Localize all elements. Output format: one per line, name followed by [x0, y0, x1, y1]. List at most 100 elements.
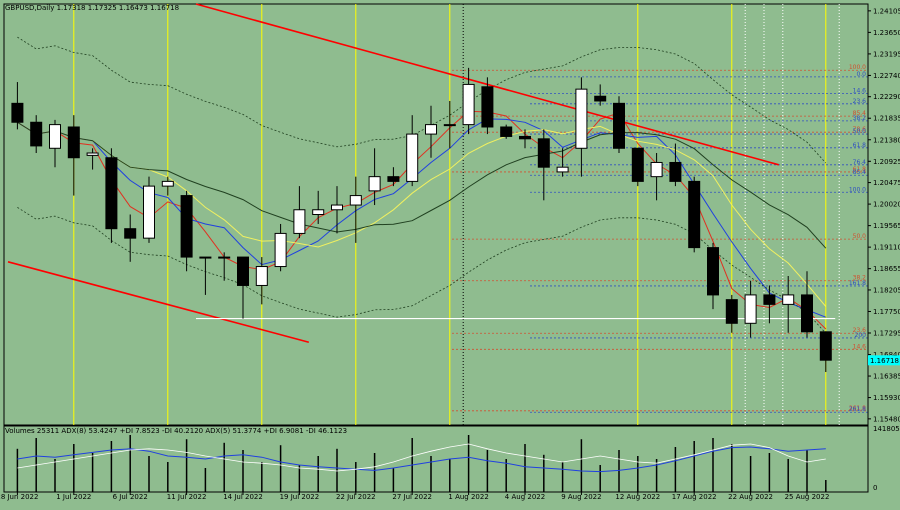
- candle[interactable]: [519, 129, 531, 149]
- candle-body: [368, 176, 381, 192]
- fib-level-label-blue: 23.6: [853, 98, 867, 105]
- candle[interactable]: [30, 115, 43, 154]
- candle[interactable]: [274, 223, 287, 272]
- candle[interactable]: [744, 280, 757, 338]
- price-tick-label: 1.21835: [873, 115, 900, 123]
- candle-body: [86, 152, 99, 156]
- date-tick-label: 11 Jul 2022: [167, 493, 207, 501]
- candle[interactable]: [556, 148, 569, 177]
- candle-body: [199, 256, 212, 259]
- candle-body: [349, 195, 362, 206]
- candle[interactable]: [124, 214, 137, 262]
- candle[interactable]: [481, 77, 494, 135]
- fib-level-label-blue: 0.0: [856, 71, 866, 78]
- candle-body: [631, 147, 644, 182]
- date-tick-label: 19 Jul 2022: [280, 493, 320, 501]
- symbol-header: GBPUSD,Daily 1.17318 1.17325 1.16473 1.1…: [5, 4, 179, 12]
- candle[interactable]: [782, 275, 795, 333]
- candle-body: [237, 256, 249, 286]
- candle[interactable]: [161, 176, 174, 196]
- candle[interactable]: [255, 257, 268, 305]
- candle-body: [763, 294, 776, 305]
- fib-level-label-red: 261.8: [849, 405, 866, 412]
- candle[interactable]: [199, 256, 212, 295]
- ma-long-line: [17, 121, 827, 249]
- candle[interactable]: [387, 167, 400, 187]
- price-tick-label: 1.23195: [873, 50, 900, 58]
- price-tick-label: 1.17295: [873, 329, 900, 337]
- candle-body: [274, 232, 287, 268]
- indicator-zero-label: 0: [873, 484, 877, 492]
- candle-body: [331, 204, 343, 211]
- candle[interactable]: [537, 129, 550, 201]
- candle-body: [594, 95, 607, 102]
- candle[interactable]: [218, 252, 231, 281]
- date-tick-label: 4 Aug 2022: [505, 493, 545, 501]
- candle[interactable]: [819, 331, 832, 373]
- fib-level-label-blue: 85.4: [853, 169, 867, 176]
- candle[interactable]: [688, 176, 701, 253]
- price-tick-label: 1.20925: [873, 158, 900, 166]
- candle[interactable]: [180, 190, 193, 272]
- candle[interactable]: [349, 176, 362, 243]
- candle[interactable]: [801, 271, 813, 338]
- price-tick-label: 1.16840: [873, 351, 900, 359]
- candle[interactable]: [725, 294, 738, 333]
- candle[interactable]: [669, 143, 682, 187]
- price-tick-label: 1.24105: [873, 7, 900, 15]
- candle[interactable]: [707, 242, 719, 310]
- date-tick-label: 28 Jun 2022: [0, 493, 38, 501]
- fib-level-label-red: 23.6: [853, 327, 867, 334]
- candle[interactable]: [105, 148, 118, 243]
- candle-body: [406, 133, 419, 182]
- candle[interactable]: [67, 115, 80, 196]
- candle[interactable]: [49, 119, 61, 168]
- candle-body: [725, 299, 738, 324]
- price-tick-label: 1.15480: [873, 415, 900, 423]
- candle[interactable]: [462, 67, 475, 135]
- fib-level-label-blue: 50.0: [853, 128, 867, 135]
- candle[interactable]: [143, 176, 155, 243]
- date-tick-label: 14 Jul 2022: [223, 493, 263, 501]
- candle[interactable]: [368, 148, 381, 206]
- candle[interactable]: [86, 148, 99, 170]
- fib-level-label-red: 38.2: [853, 275, 867, 282]
- date-tick-label: 9 Aug 2022: [561, 493, 601, 501]
- candle[interactable]: [763, 285, 776, 324]
- candle[interactable]: [237, 256, 249, 319]
- candle-body: [481, 86, 494, 128]
- bollinger-upper-line: [17, 36, 827, 164]
- current-price-box: [868, 355, 900, 366]
- candle-body: [312, 209, 325, 216]
- indicator-pane: 141805 0: [16, 425, 900, 492]
- candle[interactable]: [575, 77, 588, 177]
- candle-body: [105, 157, 118, 230]
- fib-level-label-blue: 200: [855, 332, 867, 339]
- fib-level-label-blue: 14.6: [853, 87, 867, 94]
- adx-line: [17, 446, 826, 473]
- fib-level-label-red: 100.0: [849, 64, 866, 71]
- candles[interactable]: [11, 67, 832, 373]
- candle[interactable]: [650, 153, 663, 201]
- candle[interactable]: [425, 105, 437, 158]
- candle[interactable]: [594, 84, 607, 106]
- di-line: [17, 443, 826, 472]
- ma-slow-line: [17, 121, 827, 307]
- date-tick-label: 17 Aug 2022: [672, 493, 717, 501]
- candle-body: [124, 228, 137, 239]
- indicator-header: Volumes 25311 ADX(8) 53.4247 +DI 7.8523 …: [5, 427, 347, 435]
- candle[interactable]: [293, 186, 306, 239]
- candle[interactable]: [11, 82, 24, 130]
- candle[interactable]: [631, 147, 644, 187]
- candle[interactable]: [331, 186, 343, 234]
- candle[interactable]: [312, 190, 325, 224]
- candle-body: [161, 180, 174, 187]
- candle-body: [669, 161, 682, 182]
- candle[interactable]: [613, 96, 625, 154]
- price-axis: 1.24105 1.23650 1.23195 1.22740 1.22290 1.218…: [867, 4, 900, 492]
- candle[interactable]: [406, 115, 419, 187]
- candle[interactable]: [443, 100, 456, 149]
- candle[interactable]: [500, 124, 513, 139]
